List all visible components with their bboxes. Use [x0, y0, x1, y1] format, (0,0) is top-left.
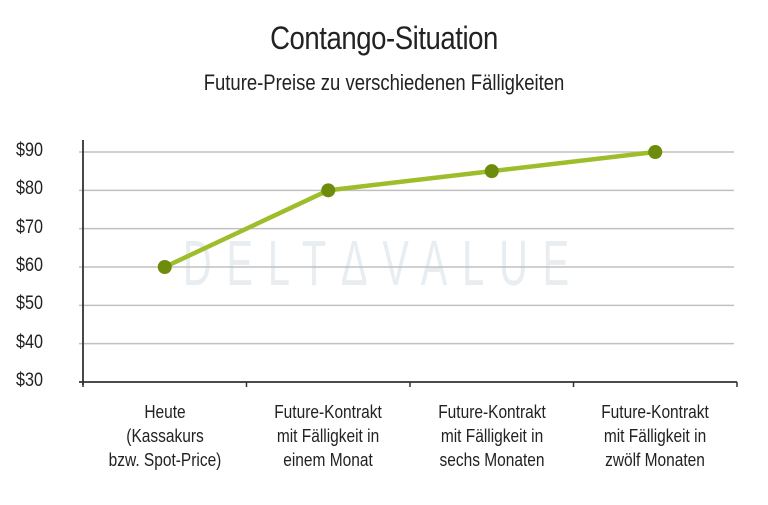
x-category-label-line: Future-Kontrakt [274, 402, 383, 422]
y-tick-label: $90 [16, 140, 43, 161]
data-point-marker [648, 145, 663, 159]
y-tick-label: $50 [16, 293, 43, 315]
x-category-label: Future-Kontrakt mit Fälligkeit in sechs Mo… [423, 400, 561, 472]
chart-subtitle: Future-Preise zu verschiedenen Fälligkei… [203, 70, 565, 95]
data-point-marker [321, 183, 336, 198]
x-category-label-line: bzw. Spot-Price) [108, 450, 222, 470]
data-point-marker [157, 260, 172, 274]
series-line [162, 149, 658, 270]
chart-title: Contango-Situation [270, 20, 498, 56]
y-tick-label: $30 [16, 370, 43, 391]
y-tick-label: $80 [16, 178, 43, 200]
y-tick-label: $60 [16, 255, 43, 276]
data-point-marker [484, 164, 499, 179]
x-category-label-line: sechs Monaten [439, 450, 545, 470]
y-tick-label: $70 [16, 216, 43, 238]
x-category-label-line: (Kassakurs [126, 426, 204, 446]
x-category-label-line: mit Fälligkeit in [440, 426, 543, 446]
x-category-label-line: zwölf Monaten [605, 450, 706, 470]
x-category-label-line: einem Monat [283, 450, 373, 470]
x-category-label-line: Future-Kontrakt [601, 402, 710, 422]
x-category-label-line: mit Fälligkeit in [277, 426, 380, 446]
x-category-label: Future-Kontrakt mit Fälligkeit in einem Mo… [259, 400, 397, 472]
x-category-label: Heute (Kassakurs bzw. Spot-Price) [96, 400, 234, 472]
x-category-label-line: mit Fälligkeit in [604, 426, 707, 446]
x-category-label-line: Future-Kontrakt [437, 402, 546, 422]
y-tick-label: $40 [16, 331, 43, 353]
x-category-label: Future-Kontrakt mit Fälligkeit in zwölf Mo… [586, 400, 724, 472]
x-category-label-line: Heute [144, 402, 186, 422]
